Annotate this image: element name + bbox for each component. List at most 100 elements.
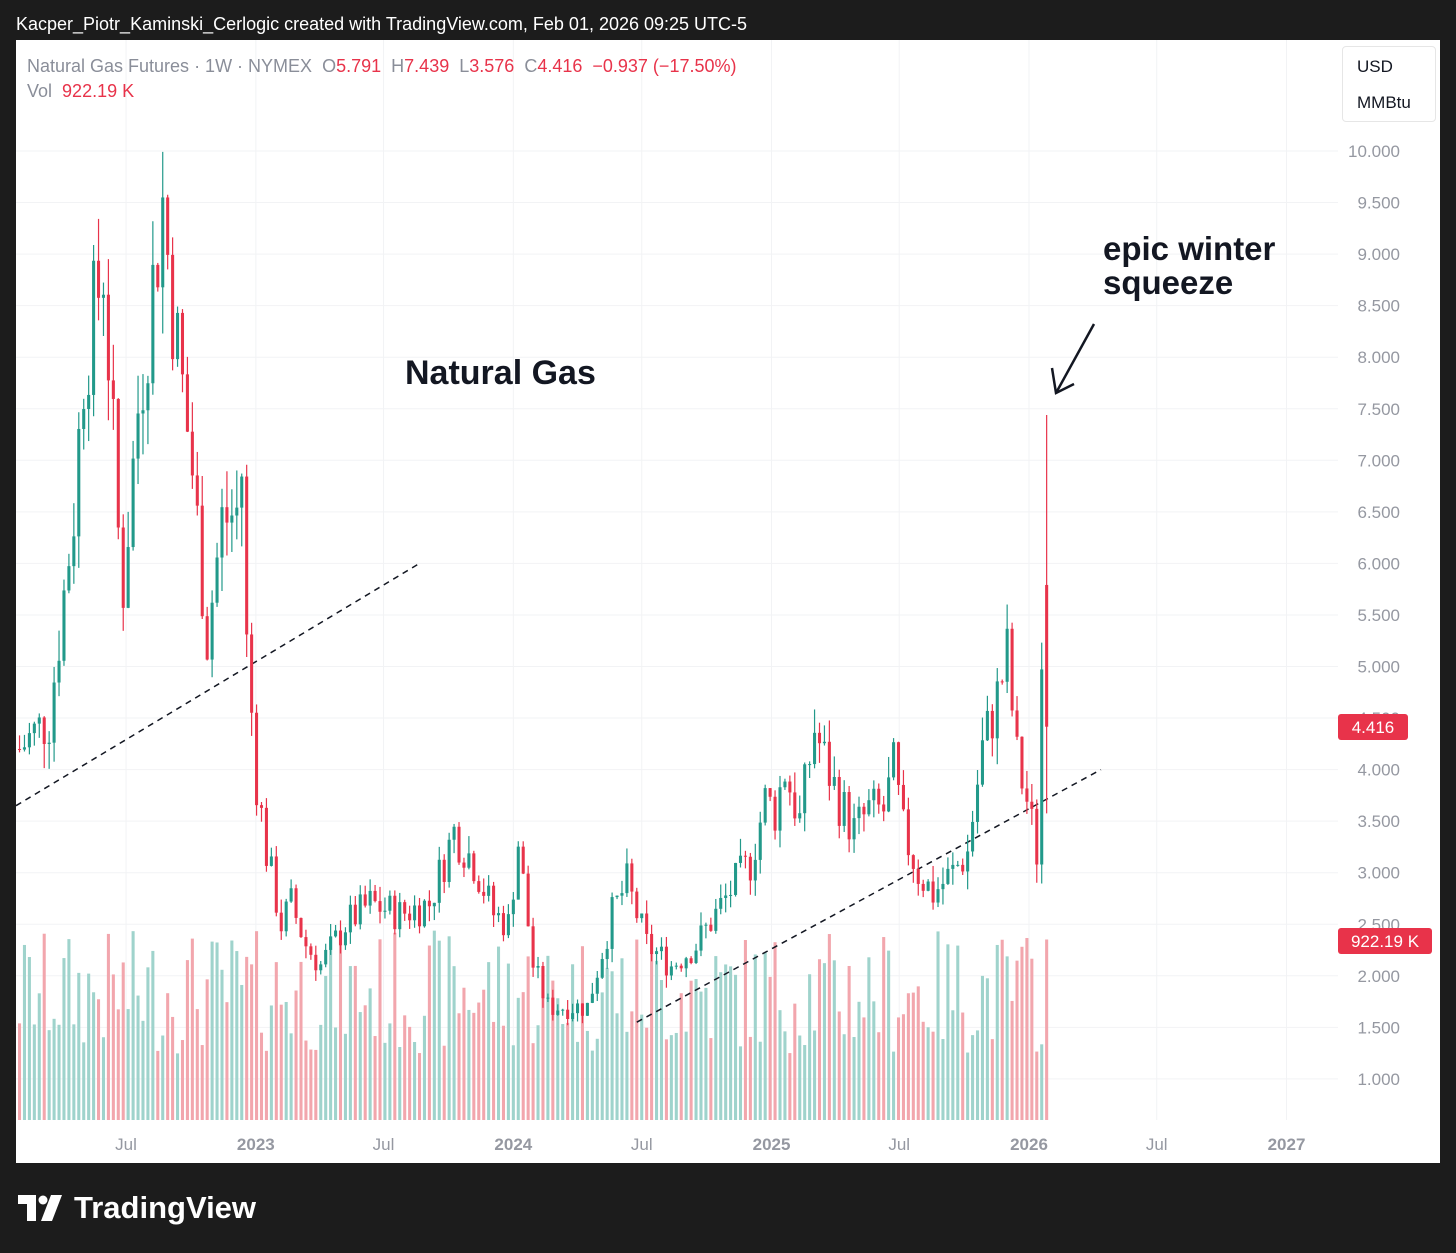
candle-body [373,890,377,902]
candle-body [240,476,244,508]
price-tick-label: 9.500 [1357,194,1400,213]
candle-body [378,901,382,912]
candle-body [511,899,515,915]
candle-body [437,859,441,903]
volume-bar [600,992,604,1120]
volume-bar [487,962,491,1120]
candle-body [773,796,777,831]
volume-bar [842,1034,846,1120]
volume-bar [452,966,456,1120]
candle-body [566,1009,570,1020]
volume-bar [941,1039,945,1120]
volume-bar [264,1050,268,1120]
volume-bar [551,980,555,1120]
volume-legend: Vol 922.19 K [27,81,134,102]
volume-bar [990,1039,994,1120]
candle-body [487,885,491,896]
candle-body [541,966,545,999]
candle-body [22,747,26,750]
candle-body [190,431,194,476]
volume-bar [309,1049,313,1120]
volume-bar [185,960,189,1120]
volume-bar [580,946,585,1120]
candle-body [753,859,757,881]
volume-bar [324,975,328,1120]
volume-tag-label: 922.19 K [1351,932,1420,951]
candle-body [334,930,338,937]
candle-body [408,913,412,921]
volume-bar [319,1024,323,1120]
volume-bar [111,974,115,1120]
candle-body [595,977,599,994]
candle-body [887,777,891,812]
volume-bar [477,1002,481,1120]
volume-bar [966,1052,970,1120]
volume-bar [52,1018,56,1120]
volume-bar [576,1041,580,1120]
candle-body [220,507,224,558]
candle-body [358,894,362,925]
candle-body [338,930,343,946]
volume-bar [892,1051,896,1120]
volume-bar [921,1021,925,1120]
open-value: 5.791 [336,56,382,76]
volume-bar [141,1020,145,1120]
volume-bar [259,1032,264,1120]
volume-bar [906,993,910,1120]
volume-bar [373,1036,377,1120]
candle-body [743,855,747,857]
candle-body [630,863,634,892]
volume-bar [378,939,382,1120]
chart-panel[interactable]: 10.000 9.500 9.000 8.500 8.000 7.500 7.000 6.50… [16,40,1440,1163]
candle-body [783,781,787,788]
volume-label: Vol [27,81,53,101]
volume-bar [516,997,520,1120]
volume-bar [457,1013,461,1120]
candle-body [462,862,466,868]
candle-body [684,958,688,969]
volume-tag: 922.19 K [1338,928,1432,954]
candle-body [422,900,426,927]
candle-body [921,883,925,891]
volume-bar [635,939,639,1120]
candle-body [210,602,214,660]
candle-body [319,964,323,971]
candle-body [966,851,970,872]
candle-body [82,409,86,429]
candle-body [817,732,822,744]
volume-bar [956,945,960,1120]
candle-body [398,902,402,930]
candle-body [235,507,239,516]
volume-bar [561,1024,565,1120]
candle-body [166,197,170,255]
candle-body [956,864,960,866]
candle-body [625,863,629,894]
candle-body [971,821,975,852]
volume-bar [758,1041,762,1120]
candlestick-chart[interactable]: 10.000 9.500 9.000 8.500 8.000 7.500 7.000 6.50… [16,40,1440,1163]
time-tick-label: Jul [373,1135,395,1154]
volume-bar [684,1031,688,1120]
volume-bar [106,933,110,1120]
volume-bar [269,1005,273,1120]
candle-body [121,527,125,608]
candle-body [877,788,881,805]
candle-body [101,294,106,298]
symbol-label: Natural Gas Futures · 1W · NYMEX [27,56,313,76]
time-tick-label: Jul [631,1135,653,1154]
currency-label[interactable]: USD [1357,57,1393,76]
candle-body [309,946,313,955]
unit-selector[interactable]: USD MMBtu [1342,46,1436,122]
volume-bar [847,965,851,1120]
unit-label[interactable]: MMBtu [1357,93,1411,112]
candle-body [230,515,234,523]
volume-bar [887,950,891,1120]
price-tick-label: 1.500 [1357,1018,1400,1037]
volume-bar [289,1033,293,1120]
candle-body [813,732,817,765]
volume-bars [17,930,1049,1120]
volume-bar [156,1050,160,1120]
candle-body [778,787,782,831]
volume-bar [857,1001,861,1120]
candle-body [729,894,733,896]
